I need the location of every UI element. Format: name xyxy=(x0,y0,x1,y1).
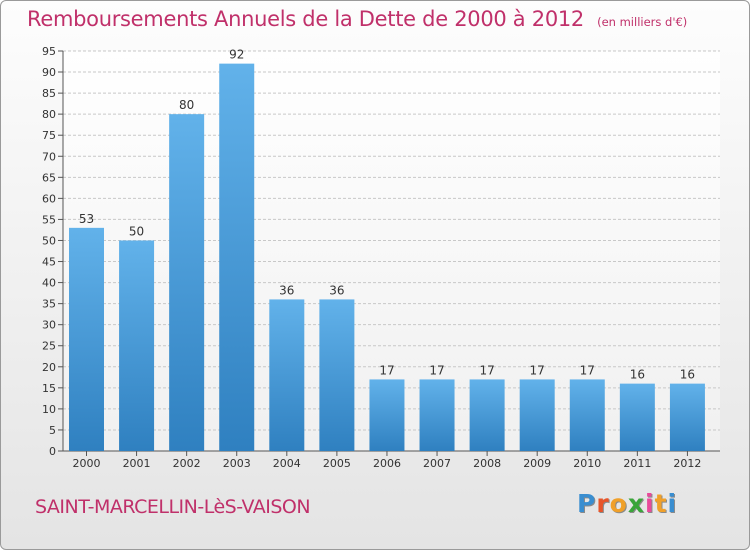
chart-title-row: Remboursements Annuels de la Dette de 20… xyxy=(27,7,687,31)
proxiti-logo[interactable]: Proxiti xyxy=(577,489,677,518)
x-tick-label: 2001 xyxy=(123,457,151,470)
y-tick-label: 85 xyxy=(42,87,56,100)
axes: 0 5 10 15 20 25 30 35 40 45 50 55 60 65 70 75 80 85 90 95 20… xyxy=(42,45,720,470)
y-tick-label: 75 xyxy=(42,129,56,142)
y-tick-label: 15 xyxy=(42,382,56,395)
bar xyxy=(69,227,104,451)
logo-letter: o xyxy=(609,489,628,518)
x-tick-label: 2005 xyxy=(323,457,351,470)
y-tick-label: 25 xyxy=(42,340,56,353)
bar xyxy=(669,383,705,451)
x-tick-label: 2002 xyxy=(173,457,201,470)
bar xyxy=(419,379,455,451)
y-tick-label: 95 xyxy=(42,45,56,58)
x-tick-label: 2006 xyxy=(373,457,401,470)
x-tick-label: 2003 xyxy=(223,457,251,470)
y-tick-label: 80 xyxy=(42,108,56,121)
logo-letter: t xyxy=(654,489,668,518)
bar-value-label: 16 xyxy=(630,368,645,382)
bar xyxy=(619,383,655,451)
bar xyxy=(319,299,355,451)
logo-letter: i xyxy=(645,489,655,518)
bar-value-label: 17 xyxy=(580,363,595,377)
x-tick-label: 2007 xyxy=(423,457,451,470)
bar-value-label: 16 xyxy=(680,368,695,382)
logo-letter: i xyxy=(667,489,678,518)
x-tick-label: 2000 xyxy=(73,457,101,470)
y-tick-label: 45 xyxy=(42,256,56,269)
y-tick-label: 20 xyxy=(42,361,56,374)
bar-value-label: 53 xyxy=(79,212,94,226)
x-tick-label: 2010 xyxy=(573,457,601,470)
y-tick-label: 55 xyxy=(42,213,56,226)
bar-value-label: 36 xyxy=(329,283,344,297)
x-tick-label: 2012 xyxy=(673,457,701,470)
x-tick-label: 2008 xyxy=(473,457,501,470)
chart-unit-note: (en milliers d'€) xyxy=(597,15,688,29)
logo-letter: P xyxy=(577,489,597,518)
commune-name: SAINT-MARCELLIN-LèS-VAISON xyxy=(35,496,311,518)
bar-value-label: 80 xyxy=(179,98,194,112)
y-tick-label: 40 xyxy=(42,277,56,290)
bar-value-label: 17 xyxy=(479,363,494,377)
y-tick-label: 10 xyxy=(42,403,56,416)
bar xyxy=(269,299,305,451)
x-tick-label: 2011 xyxy=(623,457,651,470)
logo-letter: x xyxy=(627,489,645,518)
bar xyxy=(469,379,505,451)
x-tick-label: 2004 xyxy=(273,457,301,470)
y-tick-label: 30 xyxy=(42,319,56,332)
bar xyxy=(519,379,555,451)
bars: 53 50 80 92 36 36 17 17 17 17 17 16 16 xyxy=(69,48,705,451)
bar xyxy=(219,63,255,451)
y-tick-label: 5 xyxy=(49,424,56,437)
y-tick-label: 0 xyxy=(49,445,56,458)
bar-value-label: 92 xyxy=(229,48,244,62)
bar xyxy=(369,379,405,451)
bar-value-label: 36 xyxy=(279,283,294,297)
bar xyxy=(169,114,205,451)
chart-title: Remboursements Annuels de la Dette de 20… xyxy=(27,7,584,31)
bar-value-label: 17 xyxy=(429,363,444,377)
bar xyxy=(119,240,155,451)
logo-letter: r xyxy=(596,489,610,518)
y-tick-label: 70 xyxy=(42,150,56,163)
y-tick-label: 65 xyxy=(42,171,56,184)
y-tick-label: 90 xyxy=(42,66,56,79)
bar xyxy=(569,379,605,451)
bar-value-label: 17 xyxy=(379,363,394,377)
y-tick-label: 50 xyxy=(42,234,56,247)
x-tick-label: 2009 xyxy=(523,457,551,470)
y-tick-label: 35 xyxy=(42,298,56,311)
bar-value-label: 50 xyxy=(129,224,144,238)
y-tick-label: 60 xyxy=(42,192,56,205)
bar-value-label: 17 xyxy=(530,363,545,377)
grid-lines xyxy=(63,50,720,431)
